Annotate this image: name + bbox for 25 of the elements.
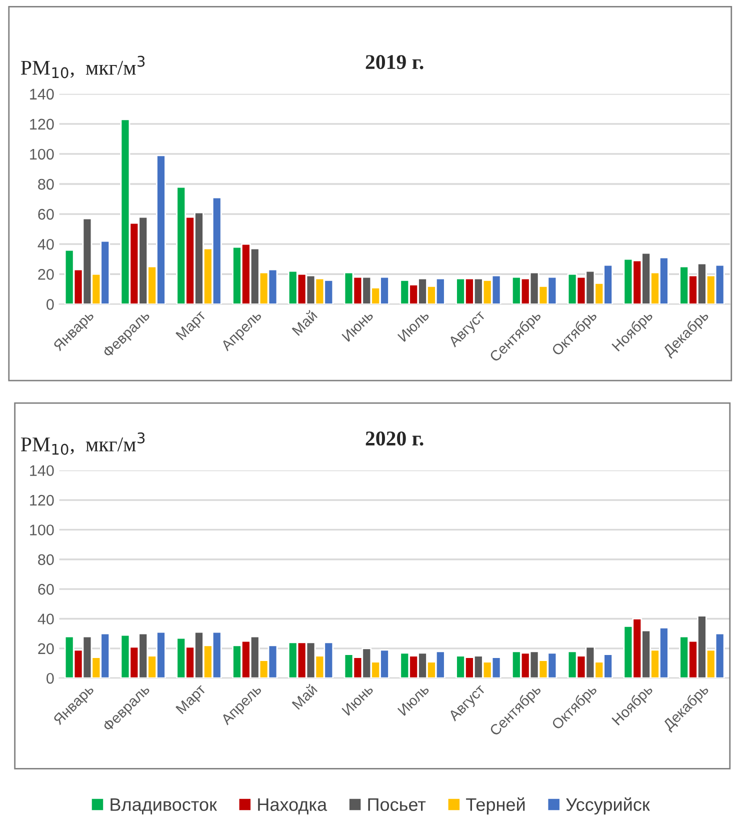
chart-title: 2020 г. (366, 431, 424, 446)
y-tick-label: 120 (30, 118, 54, 130)
legend-label: Терней (466, 797, 525, 815)
y-tick-label: 0 (46, 299, 54, 310)
y-tick-label: 40 (38, 238, 54, 250)
y-tick-label: 40 (38, 614, 54, 624)
y-tick-label: 140 (30, 88, 54, 100)
y-tick-label: 140 (30, 465, 54, 476)
y-axis-title: PM$_{10}$, мкг/м$^{3}$ (20, 432, 145, 455)
chart-title: 2019 г. (366, 55, 424, 70)
y-tick-label: 80 (38, 178, 54, 190)
y-tick-label: 60 (38, 208, 54, 220)
y-tick-label: 20 (38, 643, 54, 654)
legend-label: Уссурийск (566, 797, 650, 815)
y-tick-label: 100 (30, 148, 54, 160)
legend-label: Находка (258, 798, 328, 814)
legend-label: Посьет (368, 798, 426, 811)
y-axis-title: PM$_{10}$, мкг/м$^{3}$ (20, 56, 145, 78)
y-tick-label: 80 (38, 554, 54, 566)
y-tick-label: 20 (38, 268, 54, 280)
legend-label: Владивосток (110, 798, 218, 814)
y-tick-label: 100 (30, 524, 54, 536)
y-tick-label: 120 (30, 494, 54, 506)
y-tick-label: 60 (38, 584, 54, 595)
y-tick-label: 0 (46, 672, 54, 684)
